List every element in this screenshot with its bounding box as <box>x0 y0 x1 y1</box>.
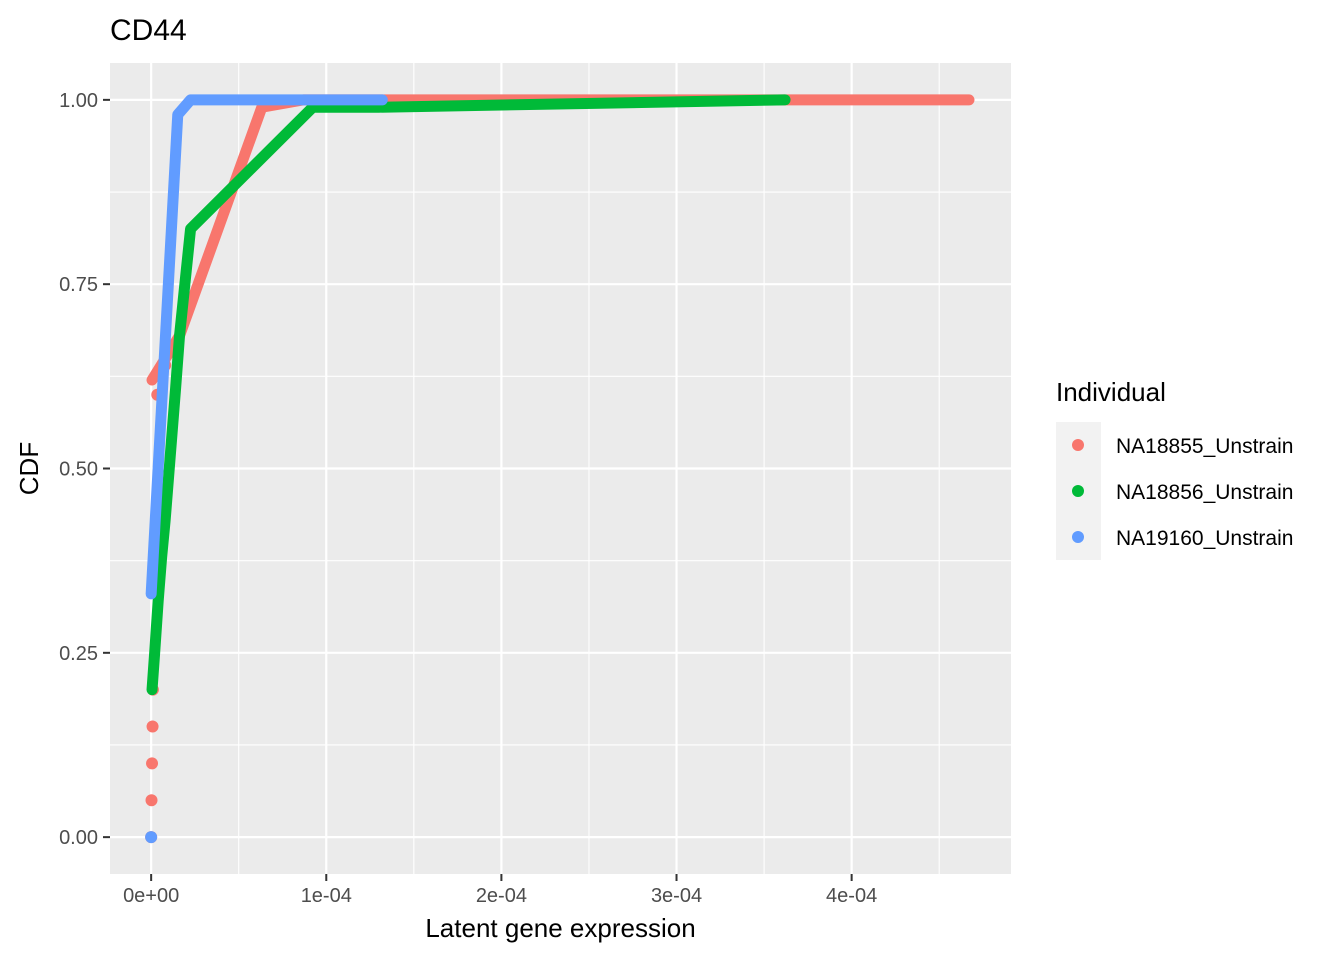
x-axis-title: Latent gene expression <box>425 913 695 943</box>
legend-label: NA19160_Unstrain <box>1116 527 1293 550</box>
y-axis: 0.00 0.25 0.50 0.75 1.00 <box>59 90 110 849</box>
data-point <box>145 794 158 807</box>
chart-title: CD44 <box>110 14 187 47</box>
y-tick-label: 1.00 <box>59 90 98 112</box>
series-layer <box>145 94 975 844</box>
legend-label: NA18856_Unstrain <box>1116 481 1293 504</box>
x-axis: 0e+00 1e-04 2e-04 3e-04 4e-04 <box>123 874 877 907</box>
legend-title: Individual <box>1056 377 1166 407</box>
legend: NA18855_Unstrain NA18856_Unstrain NA19160_… <box>1056 422 1293 560</box>
x-tick-label: 2e-04 <box>476 885 527 907</box>
x-tick-label: 3e-04 <box>651 885 702 907</box>
y-tick-label: 0.75 <box>59 274 98 296</box>
y-axis-title: CDF <box>14 442 44 495</box>
y-tick-label: 0.25 <box>59 643 98 665</box>
y-tick-label: 0.00 <box>59 827 98 849</box>
series-line <box>146 94 791 696</box>
data-point <box>146 720 159 733</box>
x-tick-label: 1e-04 <box>301 885 352 907</box>
series-line <box>145 94 388 600</box>
legend-key <box>1072 485 1084 497</box>
series-NA18856_Unstrain <box>146 94 791 696</box>
data-point <box>146 757 159 770</box>
x-tick-label: 4e-04 <box>826 885 877 907</box>
x-tick-label: 0e+00 <box>123 885 179 907</box>
series-NA19160_Unstrain <box>145 94 388 844</box>
y-tick-label: 0.50 <box>59 459 98 481</box>
legend-key <box>1072 439 1084 451</box>
legend-label: NA18855_Unstrain <box>1116 435 1293 458</box>
legend-key <box>1072 531 1084 543</box>
data-point <box>145 831 158 844</box>
